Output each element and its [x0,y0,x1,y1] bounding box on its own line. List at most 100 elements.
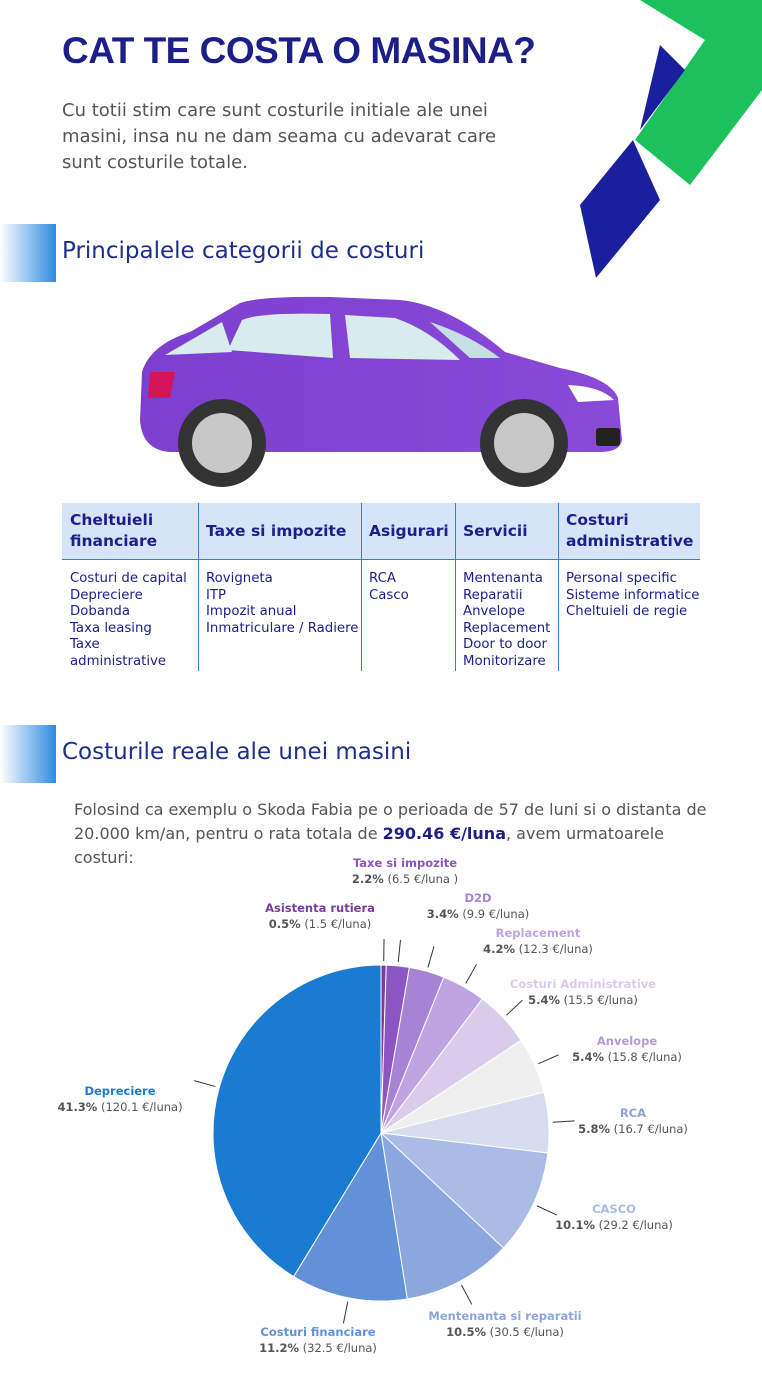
percent-label: 5.8% [578,1122,610,1136]
slice-label: 2.2% (6.5 €/luna ) [352,872,458,886]
amount-label: (6.5 €/luna ) [387,872,458,886]
table-item: Depreciere [70,587,143,603]
table-item: Taxe administrative [70,637,167,669]
amount-label: (9.9 €/luna) [462,907,529,921]
text: , avem urmatoarele costuri: [74,824,665,867]
leader-line [536,1205,558,1216]
percent-label: 3.4% [427,907,459,921]
slice-label: 4.2% (12.3 €/luna) [483,942,593,956]
leader-line [342,1301,349,1324]
slice-label: 5.8% (16.7 €/luna) [578,1122,688,1136]
leader-line [538,1054,559,1065]
table-item: ITP [206,587,227,603]
table-header: Cheltuieli financiare [62,503,198,559]
table-cell: Personal specific Sisteme informatice Chel… [558,571,700,621]
slice-label: 3.4% (9.9 €/luna) [427,907,530,921]
slice-label: 41.3% (120.1 €/luna) [57,1100,182,1114]
column-divider [198,503,199,671]
table-item: Rovigneta [206,571,273,586]
table-item: Casco [369,587,409,603]
percent-label: 0.5% [269,917,301,931]
amount-label: (12.3 €/luna) [519,942,593,956]
slice-label: 11.2% (32.5 €/luna) [259,1341,377,1355]
amount-label: (15.5 €/luna) [564,993,638,1007]
table-item: Anvelope [463,604,526,619]
slice-name: Mentenanta si reparatii [428,1309,581,1323]
pie-slice [292,1131,408,1302]
car [140,296,622,487]
slice-label: 5.4% (15.5 €/luna) [528,993,638,1007]
table-item: Monitorizare [463,653,546,669]
table-cell: Costuri de capital Depreciere Dobanda Taxa … [62,571,198,670]
slice-label: 0.5% (1.5 €/luna) [269,917,372,931]
table-item: RCA [369,571,396,586]
table-item: Replacement [463,620,551,636]
table-item: Door to door [463,637,547,652]
leader-line [506,999,523,1016]
paragraph: Folosind ca exemplu o Skoda Fabia pe o p… [74,798,714,870]
table-cell: RCA Casco [361,571,455,604]
amount-label: (32.5 €/luna) [303,1341,377,1355]
slice-label: 5.4% (15.8 €/luna) [572,1050,682,1064]
amount-label: (15.8 €/luna) [608,1050,682,1064]
table-item: Sisteme informatice [566,587,700,603]
amount-label: (16.7 €/luna) [614,1122,688,1136]
slice-name: Costuri Administrative [510,977,656,991]
percent-label: 41.3% [57,1100,97,1114]
slice-name: D2D [464,891,491,905]
table-item: Personal specific [566,571,677,586]
percent-label: 2.2% [352,872,384,886]
percent-label: 4.2% [483,942,515,956]
percent-label: 5.4% [528,993,560,1007]
table-item: Reparatii [463,587,523,603]
slice-name: Depreciere [84,1084,155,1098]
slice-name: Replacement [496,926,581,940]
leader-line [194,1080,216,1088]
intro: Cu totii stim care sunt costurile initia… [62,100,497,173]
pie-slice [212,964,382,1278]
section-marker [0,725,56,783]
leader-line [465,963,478,984]
slice-label: 10.1% (29.2 €/luna) [555,1218,673,1232]
slice-name: Costuri financiare [260,1325,375,1339]
decor-blue [580,140,660,278]
table-item: Dobanda [70,604,130,619]
table-item: Costuri de capital [70,571,187,586]
highlight: 290.46 €/luna [382,824,506,843]
leader-line [461,1284,473,1305]
table-item: Impozit anual [206,604,297,619]
section-title: Costurile reale ale unei masini [62,739,412,765]
table-item: Taxa leasing [70,620,152,636]
table-item: Cheltuieli de regie [566,604,688,619]
percent-label: 11.2% [259,1341,299,1355]
title: CAT TE COSTA O MASINA? [62,30,536,71]
section-marker [0,224,56,282]
text: Folosind ca exemplu o Skoda Fabia pe o p… [74,800,707,843]
table-cell: Rovigneta ITP Impozit anual Inmatriculare /… [198,571,361,637]
leader-line [552,1120,575,1123]
table-header: Servicii [455,503,558,559]
table-item: Inmatriculare / Radiere [206,620,359,636]
column-divider [361,503,362,671]
amount-label: (30.5 €/luna) [490,1325,564,1339]
slice-name: CASCO [592,1202,636,1216]
slice-label: 10.5% (30.5 €/luna) [446,1325,564,1339]
decor-blue [640,45,685,130]
amount-label: (120.1 €/luna) [101,1100,183,1114]
amount-label: (1.5 €/luna) [304,917,371,931]
table-item: Mentenanta [463,571,543,586]
table-cell: Mentenanta Reparatii Anvelope Replacement Do… [455,571,558,670]
percent-label: 10.5% [446,1325,486,1339]
section-title: Principalele categorii de costuri [62,238,425,264]
amount-label: (29.2 €/luna) [599,1218,673,1232]
leader-line [427,946,435,968]
leader-line [397,939,401,962]
percent-label: 5.4% [572,1050,604,1064]
percent-label: 10.1% [555,1218,595,1232]
table-header: Costuri administrative [558,503,700,559]
pie-chart: Asistenta rutiera 0.5% (1.5 €/luna) Taxe s… [57,856,687,1355]
column-divider [558,503,559,671]
slice-name: Asistenta rutiera [265,901,375,915]
